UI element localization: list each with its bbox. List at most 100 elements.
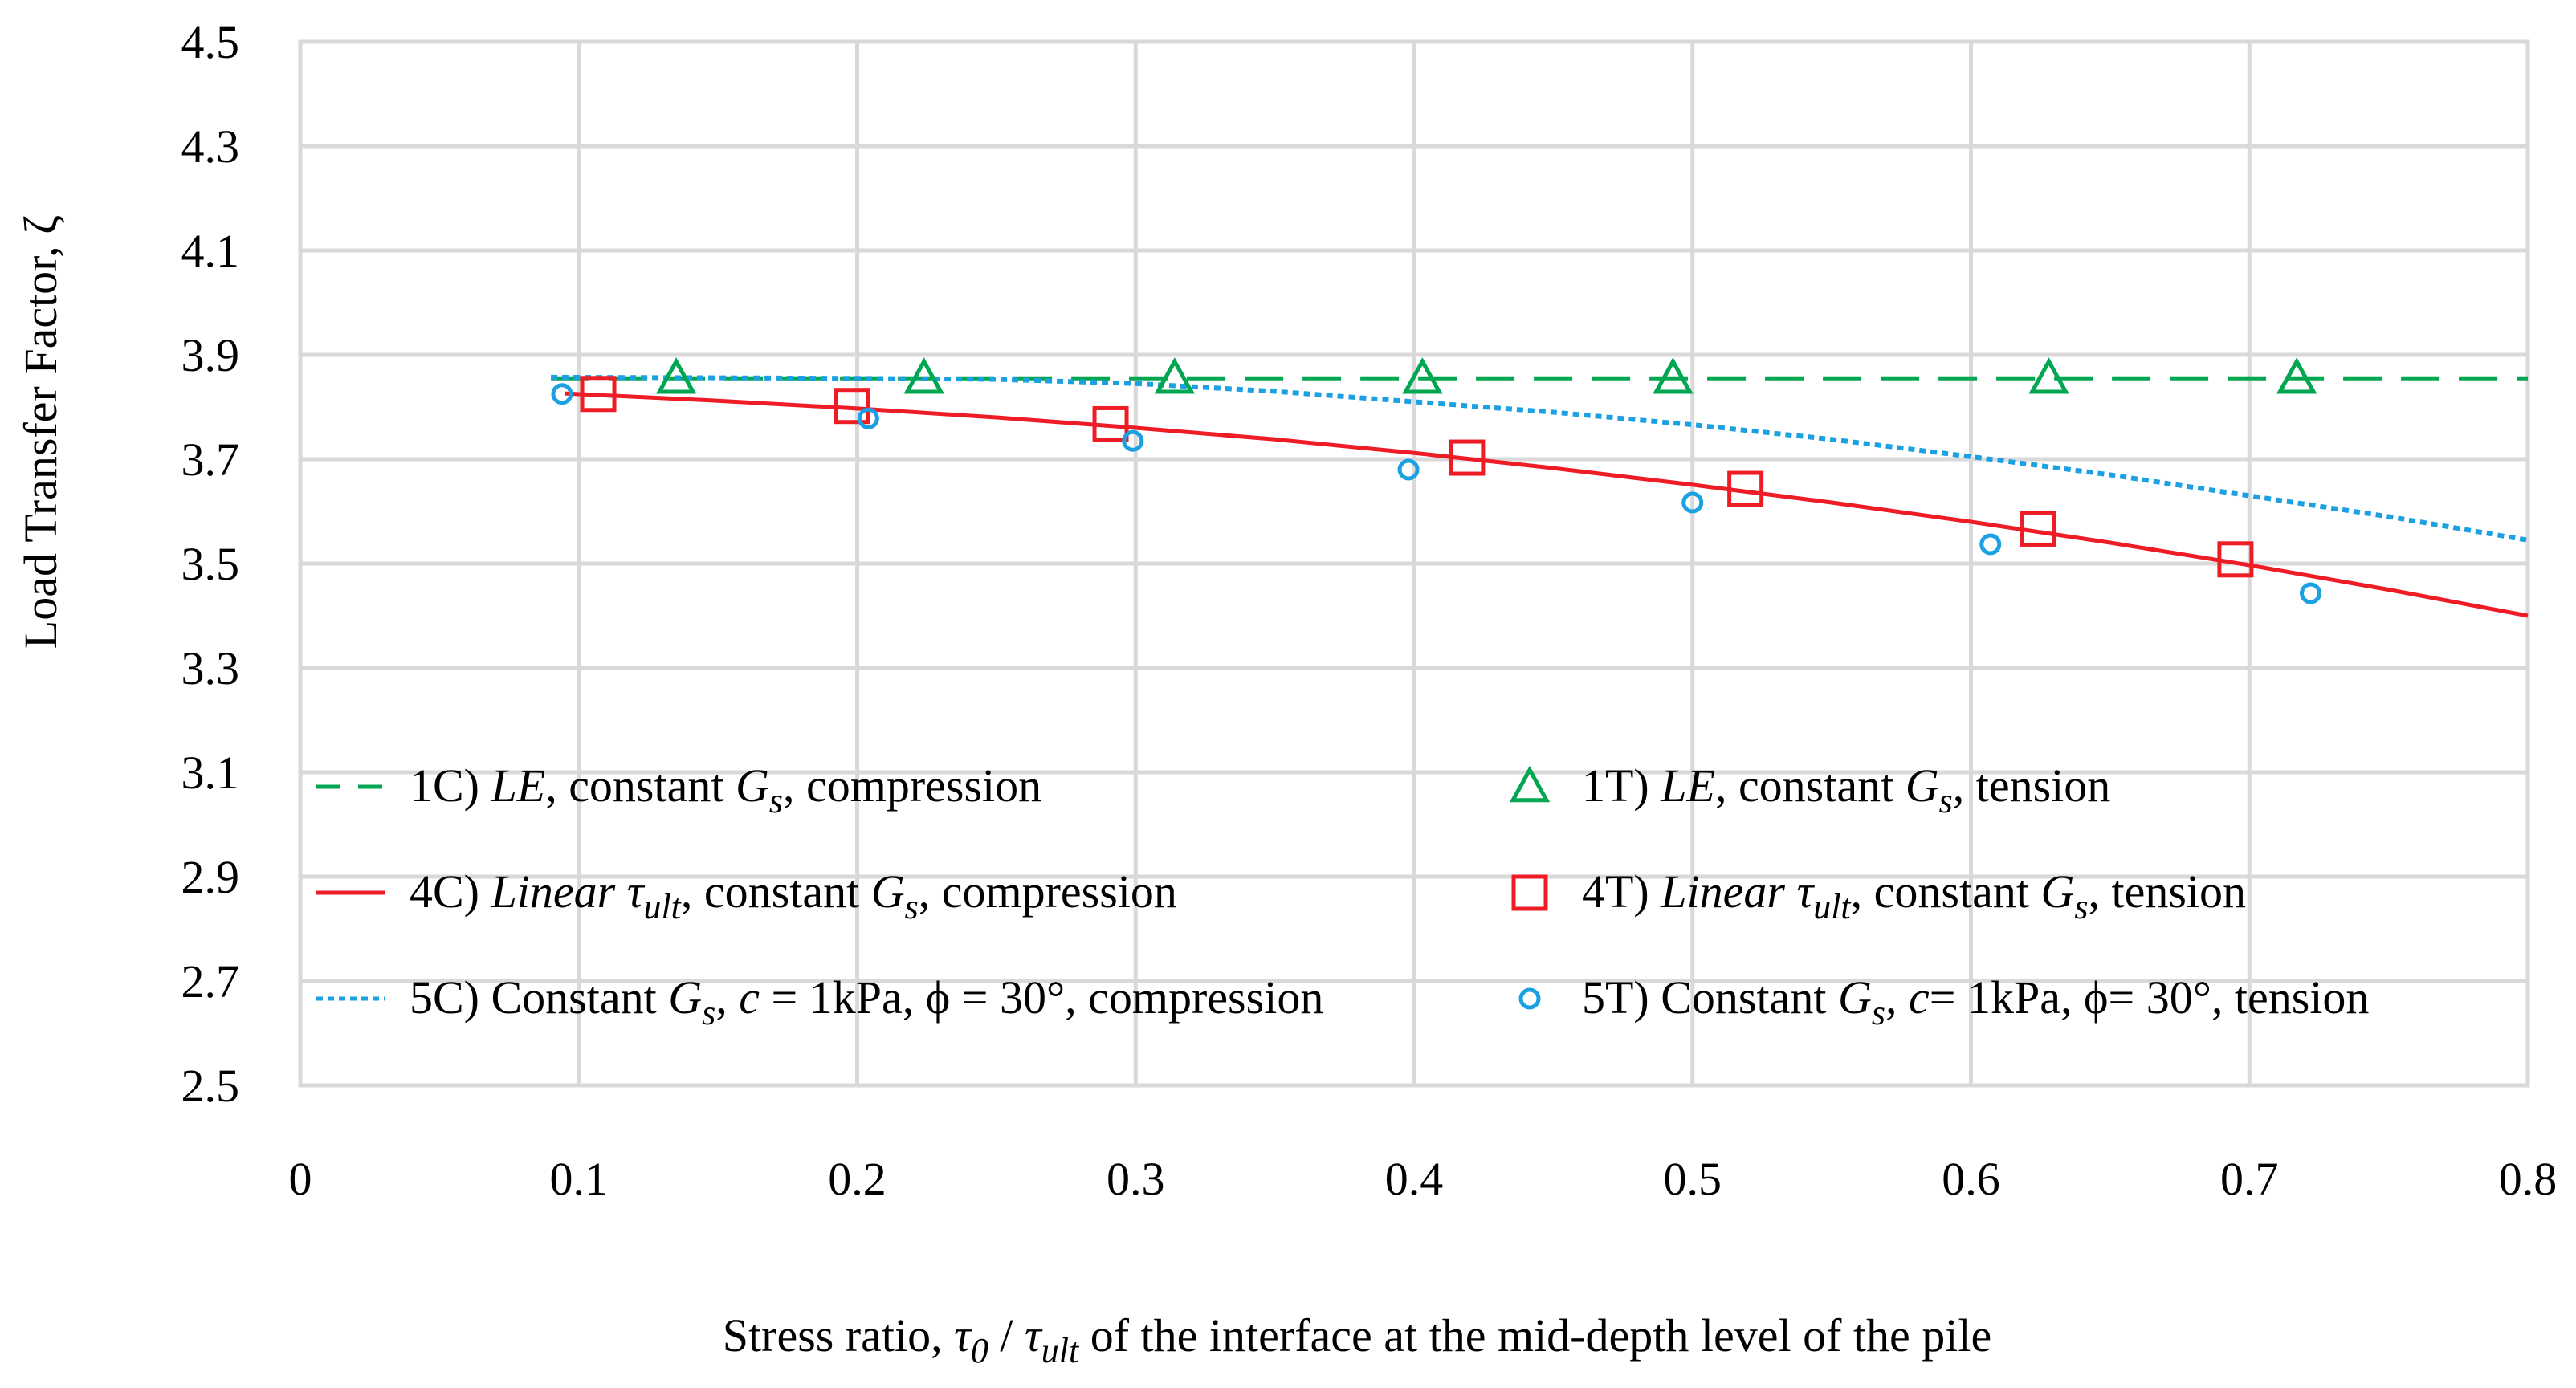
- legend-label-5t: 5T) Constant Gs, c= 1kPa, ϕ= 30°, tensio…: [1582, 971, 2369, 1032]
- legend-label-1c-part: s: [769, 781, 783, 820]
- legend-label-1c-part: G: [736, 759, 769, 812]
- x-axis-title-part: τ: [1025, 1309, 1043, 1362]
- legend-label-1c-part: , compression: [783, 759, 1041, 812]
- legend-key-4t: [1511, 874, 1548, 911]
- legend-label-1c: 1C) LE, constant Gs, compression: [410, 759, 1041, 820]
- x-tick-label: 0.2: [828, 1153, 887, 1205]
- y-tick-label: 4.5: [181, 16, 240, 68]
- x-axis-title-part: of the interface at the mid-depth level …: [1078, 1309, 1991, 1362]
- x-tick-label: 0.7: [2220, 1153, 2279, 1205]
- legend-label-1t-part: , constant: [1715, 759, 1906, 812]
- series-4t-point: [834, 388, 870, 425]
- legend-label-5c-part: 5C) Constant: [410, 971, 668, 1024]
- legend-label-1c-part: , constant: [545, 759, 736, 812]
- legend-label-4t-part: τ: [1796, 865, 1815, 918]
- y-tick-label: 4.1: [181, 225, 240, 277]
- series-4t-point: [1449, 439, 1486, 476]
- x-axis-title-part: 0: [971, 1331, 988, 1370]
- series-1t-point: [903, 357, 944, 394]
- legend-label-1t-part: LE: [1660, 759, 1715, 812]
- legend-label-4t-part: s: [2074, 887, 2088, 926]
- legend-label-4c: 4C) Linear τult, constant Gs, compressio…: [410, 865, 1177, 926]
- x-tick-label: 0.8: [2499, 1153, 2558, 1205]
- series-1t-point: [1653, 357, 1694, 394]
- series-4t-point: [2217, 541, 2254, 578]
- legend-label-5c-part: c: [739, 971, 760, 1024]
- legend-label-4c-part: s: [905, 887, 919, 926]
- legend-label-5t-part: c: [1909, 971, 1930, 1024]
- y-tick-label: 3.7: [181, 433, 240, 486]
- series-1t-point: [2028, 357, 2069, 394]
- series-5t-point: [1681, 491, 1704, 514]
- legend-label-4c-part: G: [871, 865, 905, 918]
- y-tick-label: 3.9: [181, 329, 240, 381]
- legend-label-4c-part: , compression: [919, 865, 1177, 918]
- series-4t-point: [580, 376, 617, 413]
- x-tick-label: 0: [289, 1153, 312, 1205]
- legend-label-1c-part: 1C): [410, 759, 491, 812]
- y-tick-label: 2.7: [181, 955, 240, 1007]
- legend-label-4c-part: τ: [627, 865, 646, 918]
- legend-label-5c-part: ,: [715, 971, 739, 1024]
- legend-label-4c-part: Linear: [491, 865, 627, 918]
- legend-key-5t: [1518, 987, 1541, 1010]
- legend-label-4c-part: 4C): [410, 865, 491, 918]
- legend-label-5t-part: s: [1872, 993, 1885, 1032]
- legend-label-1t-part: , tension: [1953, 759, 2111, 812]
- x-tick-label: 0.3: [1107, 1153, 1165, 1205]
- tick-labels: 0 0.1 0.2 0.3 0.4 0.5 0.6 0.7 0.8 2.5 2.7 2.9 3.1 3.3…: [181, 16, 2558, 1205]
- series-5t-point: [551, 383, 573, 405]
- legend-label-4t-part: , constant: [1851, 865, 2041, 918]
- series-4t-point: [2020, 510, 2056, 547]
- x-axis-title-part: /: [988, 1309, 1025, 1362]
- series-1t-point: [1154, 357, 1196, 394]
- series-1t-point: [1402, 357, 1443, 394]
- y-tick-label: 3.5: [181, 538, 240, 590]
- series-1t-point: [655, 357, 697, 394]
- y-tick-label: 3.1: [181, 747, 240, 799]
- series-5t-point: [1122, 429, 1144, 452]
- legend-label-5c: 5C) Constant Gs, c = 1kPa, ϕ = 30°, comp…: [410, 971, 1323, 1032]
- legend-label-5t-part: 5T) Constant: [1582, 971, 1838, 1024]
- series-5t-point: [857, 407, 879, 429]
- legend-label-4c-part: , constant: [681, 865, 871, 918]
- legend-label-4t-part: , tension: [2088, 865, 2246, 918]
- legend-label-5t-part: ,: [1885, 971, 1909, 1024]
- x-tick-label: 0.4: [1385, 1153, 1444, 1205]
- legend-label-1t: 1T) LE, constant Gs, tension: [1582, 759, 2110, 820]
- legend-label-5c-part: s: [702, 993, 715, 1032]
- series-layer: [551, 357, 2529, 618]
- legend-label-1t-part: G: [1906, 759, 1939, 812]
- legend-label-4t-part: G: [2040, 865, 2074, 918]
- x-tick-label: 0.1: [550, 1153, 609, 1205]
- series-5t-point: [2300, 582, 2322, 604]
- legend-label-4t-part: 4T): [1582, 865, 1661, 918]
- series-4c-line: [565, 391, 2529, 618]
- legend-label-4t-part: ult: [1813, 887, 1852, 926]
- y-tick-label: 4.3: [181, 120, 240, 173]
- x-tick-label: 0.5: [1664, 1153, 1722, 1205]
- x-axis-title-part: τ: [954, 1309, 972, 1362]
- legend-label-5t-part: = 1kPa, ϕ= 30°, tension: [1930, 971, 2370, 1024]
- series-1t-point: [2276, 357, 2317, 394]
- x-axis-title-part: ult: [1041, 1331, 1080, 1370]
- legend-label-4t: 4T) Linear τult, constant Gs, tension: [1582, 865, 2246, 926]
- legend-key-1t: [1509, 765, 1551, 803]
- y-tick-label: 2.5: [181, 1060, 240, 1112]
- series-4t-point: [1727, 470, 1764, 507]
- series-4t-point: [1092, 405, 1129, 442]
- y-axis-title: Load Transfer Factor, ζ: [14, 215, 67, 649]
- legend-label-1t-part: 1T): [1582, 759, 1661, 812]
- series-5t-point: [1979, 533, 2002, 556]
- series-5c-line: [551, 374, 2529, 543]
- legend-label-4c-part: ult: [643, 887, 682, 926]
- legend-label-1c-part: LE: [491, 759, 546, 812]
- legend-label-4t-part: Linear: [1660, 865, 1796, 918]
- legend-label-1t-part: s: [1939, 781, 1953, 820]
- series-5t-point: [1397, 458, 1420, 481]
- x-axis-title-part: Stress ratio,: [723, 1309, 954, 1362]
- grid: [298, 39, 2530, 1088]
